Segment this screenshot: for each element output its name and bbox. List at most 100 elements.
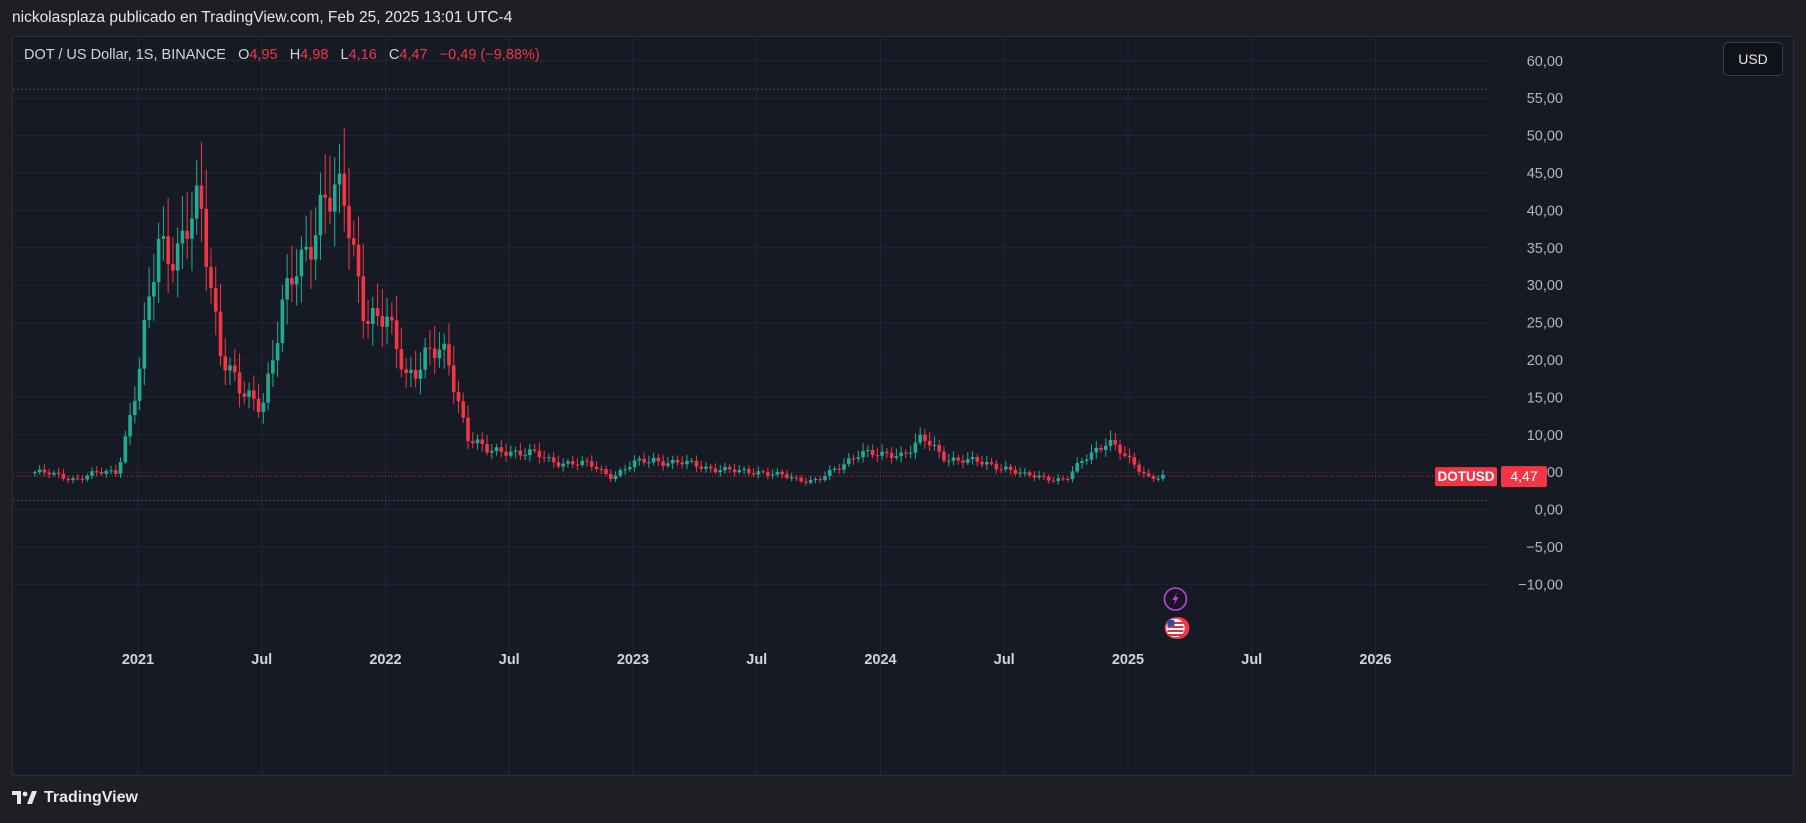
chart-panel[interactable]: 60,00 55,00 50,00 45,00 40,00 35,00 30,00 25,00… (12, 36, 1794, 776)
symbol-legend: DOT / US Dollar, 1S, BINANCE O4,95 H4,98… (24, 47, 540, 63)
candle-body (451, 365, 456, 392)
candle-body (608, 473, 613, 479)
candle-body (404, 369, 408, 374)
candle-body (390, 316, 394, 321)
candle-body (456, 391, 461, 402)
candle-body (951, 457, 956, 461)
candle-body (680, 462, 684, 465)
candle-body (232, 365, 237, 373)
candle-body (918, 434, 922, 443)
candle-body (713, 468, 718, 473)
candle-body (75, 478, 80, 480)
candle-body (275, 343, 280, 361)
y-tick-label: −10,00 (1518, 577, 1563, 593)
candle-body (180, 230, 185, 244)
candle-body (90, 471, 94, 476)
candle-body (237, 372, 242, 394)
candle-body (927, 440, 932, 446)
legend-open-label: O (238, 47, 250, 63)
legend-change: −0,49 (−9,88%) (439, 47, 540, 63)
candle-body (394, 320, 399, 349)
candle-body (523, 455, 527, 457)
candle-body (152, 282, 156, 297)
flag-stripe (1167, 622, 1184, 624)
candle-body (670, 459, 675, 464)
candle-body (542, 457, 546, 459)
candle-body (618, 470, 623, 476)
candle-body (294, 276, 299, 285)
candle-body (228, 365, 232, 371)
candle-body (432, 348, 437, 359)
candle-body (480, 439, 485, 445)
legend-close-label: C (388, 47, 400, 63)
candle-body (994, 463, 999, 470)
candle-body (133, 400, 137, 416)
y-tick-label: 35,00 (1527, 241, 1563, 257)
y-axis-labels: 60,00 55,00 50,00 45,00 40,00 35,00 30,00 25,00… (1518, 54, 1563, 594)
candle-body (575, 464, 580, 466)
candle-body (913, 442, 918, 453)
candle-body (1051, 480, 1056, 482)
candle-body (61, 473, 66, 479)
candle-body (418, 369, 423, 379)
legend-close-value: 4,47 (399, 47, 428, 63)
candle-body (1056, 478, 1060, 481)
candle-body (118, 462, 123, 474)
candle-body (261, 402, 266, 412)
candle-body (585, 460, 589, 462)
candle-body (1089, 452, 1094, 460)
candle-body (475, 439, 480, 444)
candle-body (899, 452, 903, 457)
candle-body (780, 471, 784, 475)
candle-body (789, 477, 794, 479)
candle-body (856, 457, 861, 459)
candle-body (437, 349, 442, 359)
x-tick-label: Jul (499, 652, 520, 668)
event-icons[interactable] (1163, 587, 1190, 639)
candle-body (313, 235, 318, 260)
candle-body (747, 469, 751, 474)
candle-body (599, 468, 604, 470)
candle-body (247, 390, 251, 397)
price-chart[interactable]: 60,00 55,00 50,00 45,00 40,00 35,00 30,00 25,00… (13, 37, 1794, 776)
candle-body (651, 457, 656, 463)
candle-body (1094, 447, 1099, 453)
candle-body (499, 447, 504, 452)
candle-body (946, 460, 951, 462)
candle-body (518, 450, 523, 456)
candle-body (190, 218, 194, 239)
x-axis-labels: 2021 Jul 2022 Jul 2023 Jul 2024 Jul 2025 Jul 2026 (122, 652, 1392, 668)
candle-body (461, 401, 466, 418)
candle-body (694, 460, 699, 467)
y-tick-label: −5,00 (1526, 540, 1563, 556)
candle-body (299, 249, 304, 277)
candle-body (580, 460, 585, 465)
candle-body (1123, 453, 1127, 456)
tradingview-brand[interactable]: TradingView (12, 789, 138, 807)
candle-body (80, 478, 85, 480)
candle-body (142, 320, 147, 369)
candle-body (880, 451, 884, 456)
candle-body (875, 455, 880, 457)
candle-body (547, 457, 551, 459)
candle-body (337, 173, 342, 185)
candle-body (866, 450, 870, 452)
candle-body (704, 466, 708, 469)
candle-body (885, 451, 889, 453)
y-tick-label: 45,00 (1527, 166, 1563, 182)
candle-body (1127, 455, 1132, 458)
candle-body (842, 464, 846, 470)
candle-body (342, 173, 347, 206)
candle-body (1103, 445, 1108, 450)
candle-body (1161, 474, 1165, 479)
candle-body (413, 369, 418, 379)
y-tick-label: 0,00 (1535, 503, 1563, 519)
candle-body (604, 469, 608, 474)
candle-body (304, 246, 308, 250)
candle-body (1065, 478, 1070, 480)
candle-body (894, 456, 899, 458)
y-tick-label: 30,00 (1527, 278, 1563, 294)
currency-button[interactable]: USD (1723, 42, 1783, 76)
flag-canton (1167, 620, 1175, 626)
candle-body (961, 460, 965, 463)
